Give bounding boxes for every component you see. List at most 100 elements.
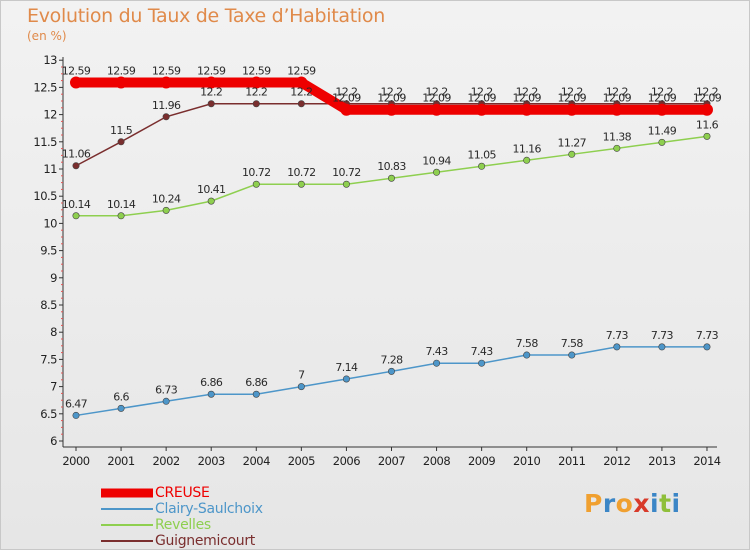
x-tick-label: 2012: [603, 454, 630, 468]
y-minor-tick: [61, 148, 63, 150]
logo-letter: r: [602, 489, 616, 518]
x-tick-label: 2011: [558, 454, 585, 468]
data-label-clairy-saulchoix: 7.28: [380, 353, 403, 366]
y-tick-label: 9.5: [40, 244, 57, 258]
y-minor-tick: [61, 216, 63, 218]
data-label-creuse: 12.59: [197, 65, 226, 78]
data-label-clairy-saulchoix: 6.47: [65, 397, 88, 410]
y-minor-tick: [61, 256, 63, 258]
y-minor-tick: [61, 365, 63, 367]
legend-swatch-revelles: [101, 517, 153, 533]
data-label-guignemicourt: 12.2: [651, 86, 673, 99]
data-label-creuse: 12.59: [107, 65, 136, 78]
data-label-revelles: 10.94: [422, 154, 451, 167]
data-point-clairy-saulchoix: [342, 375, 350, 383]
data-label-creuse: 12.09: [377, 92, 406, 105]
y-minor-tick: [61, 154, 63, 156]
y-minor-tick: [61, 263, 63, 265]
data-point-guignemicourt: [162, 113, 170, 121]
chart-subtitle: (en %): [27, 29, 67, 43]
data-label-creuse: 12.09: [648, 92, 677, 105]
data-point-clairy-saulchoix: [162, 397, 170, 405]
legend-label-revelles: Revelles: [155, 517, 211, 533]
y-minor-tick: [61, 284, 63, 286]
data-point-guignemicourt: [207, 100, 215, 108]
logo-letter: P: [584, 489, 603, 518]
y-minor-tick: [61, 345, 63, 347]
data-label-guignemicourt: 12.2: [290, 86, 312, 99]
y-minor-tick: [61, 392, 63, 394]
x-tick-label: 2003: [198, 454, 225, 468]
data-point-guignemicourt: [252, 100, 260, 108]
y-minor-tick: [61, 80, 63, 82]
data-label-revelles: 10.41: [197, 183, 226, 196]
y-minor-tick: [61, 66, 63, 68]
data-point-clairy-saulchoix: [72, 411, 80, 419]
data-point-revelles: [162, 206, 170, 214]
data-point-guignemicourt: [297, 100, 305, 108]
data-point-clairy-saulchoix: [523, 351, 531, 359]
y-minor-tick: [61, 338, 63, 340]
data-label-creuse: 12.09: [332, 92, 361, 105]
data-label-clairy-saulchoix: 7.43: [471, 345, 494, 358]
data-point-creuse: [70, 76, 82, 89]
data-point-creuse: [565, 103, 578, 116]
data-label-guignemicourt: 12.2: [335, 86, 357, 99]
x-tick-label: 2007: [378, 454, 405, 468]
data-label-clairy-saulchoix: 7.58: [561, 337, 584, 350]
data-point-revelles: [613, 144, 621, 152]
x-tick-label: 2013: [648, 454, 675, 468]
data-label-guignemicourt: 12.2: [561, 86, 583, 99]
data-point-creuse: [295, 76, 308, 89]
chart-legend: CREUSE Clairy-Saulchoix Revelles Guignem…: [101, 485, 361, 549]
data-point-clairy-saulchoix: [252, 390, 260, 398]
y-minor-tick: [61, 243, 63, 245]
data-point-clairy-saulchoix: [658, 343, 666, 351]
data-label-guignemicourt: 12.2: [380, 86, 402, 99]
data-label-guignemicourt: 12.2: [471, 86, 493, 99]
data-point-clairy-saulchoix: [703, 343, 711, 351]
y-minor-tick: [61, 290, 63, 292]
y-minor-tick: [61, 420, 63, 422]
legend-swatch-clairy-saulchoix: [101, 501, 153, 517]
y-minor-tick: [61, 311, 63, 313]
x-tick-label: 2001: [107, 454, 134, 468]
data-label-creuse: 12.59: [152, 65, 181, 78]
legend-item-creuse: CREUSE: [101, 485, 361, 501]
data-point-clairy-saulchoix: [568, 351, 576, 359]
data-point-creuse: [340, 103, 353, 116]
y-minor-tick: [61, 399, 63, 401]
x-tick-label: 2000: [62, 454, 89, 468]
data-label-guignemicourt: 12.2: [606, 86, 628, 99]
data-label-clairy-saulchoix: 7.14: [335, 361, 358, 374]
legend-swatch-creuse: [101, 485, 153, 501]
data-point-revelles: [72, 212, 80, 220]
y-minor-tick: [61, 127, 63, 129]
data-label-revelles: 10.14: [107, 198, 136, 211]
data-label-guignemicourt: 11.06: [62, 148, 91, 161]
data-point-revelles: [478, 162, 486, 170]
logo-letter: i: [650, 489, 660, 518]
data-label-creuse: 12.09: [422, 92, 451, 105]
data-point-revelles: [568, 150, 576, 158]
data-point-creuse: [430, 103, 443, 116]
data-label-revelles: 11.38: [603, 130, 632, 143]
data-label-guignemicourt: 12.2: [516, 86, 538, 99]
x-tick-label: 2006: [333, 454, 360, 468]
data-label-creuse: 12.09: [603, 92, 632, 105]
data-label-revelles: 11.27: [558, 136, 587, 149]
data-point-clairy-saulchoix: [478, 359, 486, 367]
data-point-creuse: [160, 76, 173, 89]
data-point-clairy-saulchoix: [117, 404, 125, 412]
y-minor-tick: [61, 120, 63, 122]
data-label-clairy-saulchoix: 6.6: [113, 390, 129, 403]
legend-label-guignemicourt: Guignemicourt: [155, 533, 255, 549]
data-point-revelles: [207, 197, 215, 205]
data-label-revelles: 11.49: [648, 124, 677, 137]
legend-label-clairy-saulchoix: Clairy-Saulchoix: [155, 501, 263, 517]
data-label-revelles: 11.16: [512, 142, 541, 155]
logo-letter: o: [615, 489, 634, 518]
y-minor-tick: [61, 324, 63, 326]
data-point-guignemicourt: [72, 162, 80, 170]
